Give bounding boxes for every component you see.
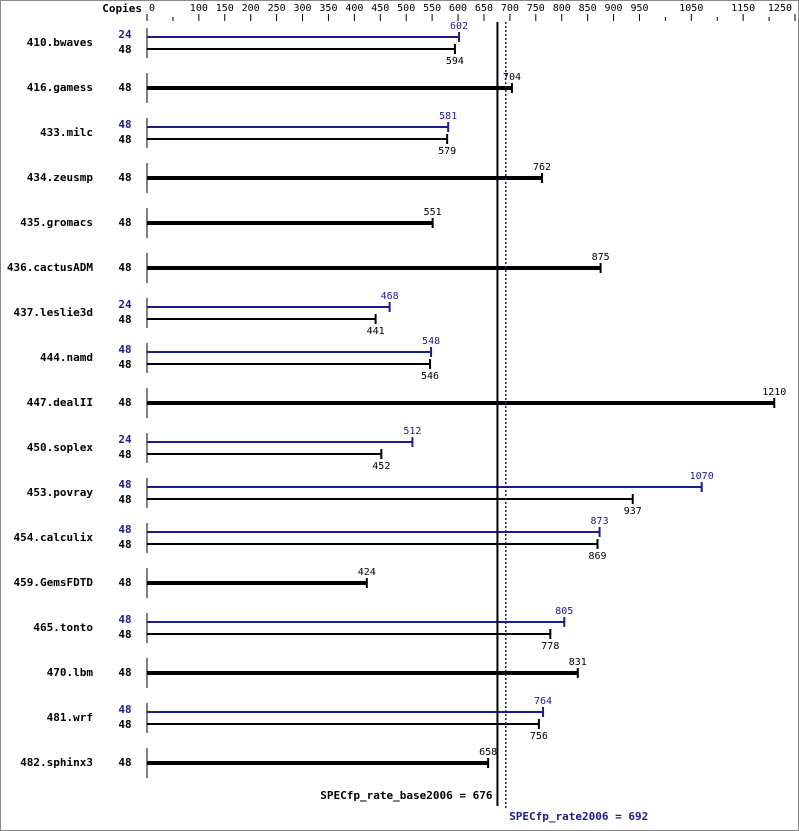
benchmark-name: 482.sphinx3 — [20, 756, 93, 769]
x-tick-label: 1250 — [768, 3, 792, 14]
value-label: 778 — [541, 641, 559, 652]
benchmark-name: 453.povray — [27, 486, 94, 499]
copies: 48 — [118, 523, 131, 536]
copies: 48 — [118, 216, 131, 229]
x-tick-label: 0 — [149, 3, 155, 14]
copies: 48 — [118, 261, 131, 274]
copies: 48 — [118, 171, 131, 184]
benchmark-name: 416.gamess — [27, 81, 93, 94]
copies: 48 — [118, 358, 131, 371]
copies: 24 — [118, 298, 132, 311]
value-label: 873 — [591, 516, 609, 527]
copies: 48 — [118, 718, 131, 731]
copies: 48 — [118, 448, 131, 461]
benchmark-name: 450.soplex — [27, 441, 94, 454]
copies: 48 — [118, 703, 131, 716]
benchmark-name: 435.gromacs — [20, 216, 93, 229]
x-tick-label: 500 — [397, 3, 415, 14]
value-label: 704 — [503, 72, 521, 83]
value-label: 468 — [381, 291, 399, 302]
value-label: 756 — [530, 731, 548, 742]
value-label: 764 — [534, 696, 552, 707]
value-label: 424 — [358, 567, 376, 578]
x-tick-label: 100 — [190, 3, 208, 14]
value-label: 937 — [624, 506, 642, 517]
base-reference-label: SPECfp_rate_base2006 = 676 — [320, 789, 493, 802]
copies: 24 — [118, 28, 132, 41]
copies: 48 — [118, 628, 131, 641]
value-label: 452 — [372, 461, 390, 472]
benchmark-name: 481.wrf — [47, 711, 93, 724]
value-label: 581 — [439, 111, 457, 122]
benchmark-name: 433.milc — [40, 126, 93, 139]
x-tick-label: 800 — [553, 3, 571, 14]
x-tick-label: 950 — [630, 3, 648, 14]
copies: 48 — [118, 666, 131, 679]
copies: 48 — [118, 478, 131, 491]
value-label: 512 — [403, 426, 421, 437]
value-label: 546 — [421, 371, 439, 382]
x-tick-label: 1150 — [731, 3, 755, 14]
benchmark-name: 410.bwaves — [27, 36, 93, 49]
value-label: 548 — [422, 336, 440, 347]
x-tick-label: 400 — [345, 3, 363, 14]
copies: 48 — [118, 313, 131, 326]
value-label: 441 — [367, 326, 385, 337]
x-tick-label: 850 — [579, 3, 597, 14]
x-tick-label: 550 — [423, 3, 441, 14]
copies: 48 — [118, 576, 131, 589]
x-tick-label: 350 — [319, 3, 337, 14]
copies: 48 — [118, 396, 131, 409]
value-label: 579 — [438, 146, 456, 157]
value-label: 551 — [424, 207, 442, 218]
benchmark-name: 436.cactusADM — [7, 261, 93, 274]
benchmark-name: 447.dealII — [27, 396, 93, 409]
x-tick-label: 150 — [216, 3, 234, 14]
benchmark-name: 437.leslie3d — [14, 306, 93, 319]
copies: 48 — [118, 343, 131, 356]
benchmark-name: 434.zeusmp — [27, 171, 94, 184]
benchmark-name: 459.GemsFDTD — [14, 576, 94, 589]
x-tick-label: 650 — [475, 3, 493, 14]
value-label: 869 — [588, 551, 606, 562]
value-label: 831 — [569, 657, 587, 668]
copies: 48 — [118, 756, 131, 769]
x-tick-label: 900 — [605, 3, 623, 14]
x-tick-label: 1050 — [679, 3, 703, 14]
x-tick-label: 600 — [449, 3, 467, 14]
x-tick-label: 200 — [242, 3, 260, 14]
benchmark-name: 470.lbm — [47, 666, 94, 679]
value-label: 594 — [446, 56, 464, 67]
value-label: 602 — [450, 21, 468, 32]
peak-reference-label: SPECfp_rate2006 = 692 — [509, 810, 648, 823]
copies: 48 — [118, 493, 131, 506]
value-label: 805 — [555, 606, 573, 617]
copies: 48 — [118, 118, 131, 131]
value-label: 762 — [533, 162, 551, 173]
value-label: 1210 — [762, 387, 786, 398]
benchmark-name: 454.calculix — [14, 531, 94, 544]
value-label: 1070 — [690, 471, 714, 482]
copies: 24 — [118, 433, 132, 446]
value-label: 875 — [592, 252, 610, 263]
value-label: 658 — [479, 747, 497, 758]
x-label: Copies — [102, 2, 142, 15]
x-tick-label: 700 — [501, 3, 519, 14]
x-tick-label: 450 — [371, 3, 389, 14]
copies: 48 — [118, 538, 131, 551]
x-tick-label: 300 — [293, 3, 311, 14]
copies: 48 — [118, 133, 131, 146]
benchmark-name: 465.tonto — [33, 621, 93, 634]
copies: 48 — [118, 613, 131, 626]
x-tick-label: 750 — [527, 3, 545, 14]
copies: 48 — [118, 43, 131, 56]
copies: 48 — [118, 81, 131, 94]
benchmark-name: 444.namd — [40, 351, 93, 364]
x-tick-label: 250 — [268, 3, 286, 14]
